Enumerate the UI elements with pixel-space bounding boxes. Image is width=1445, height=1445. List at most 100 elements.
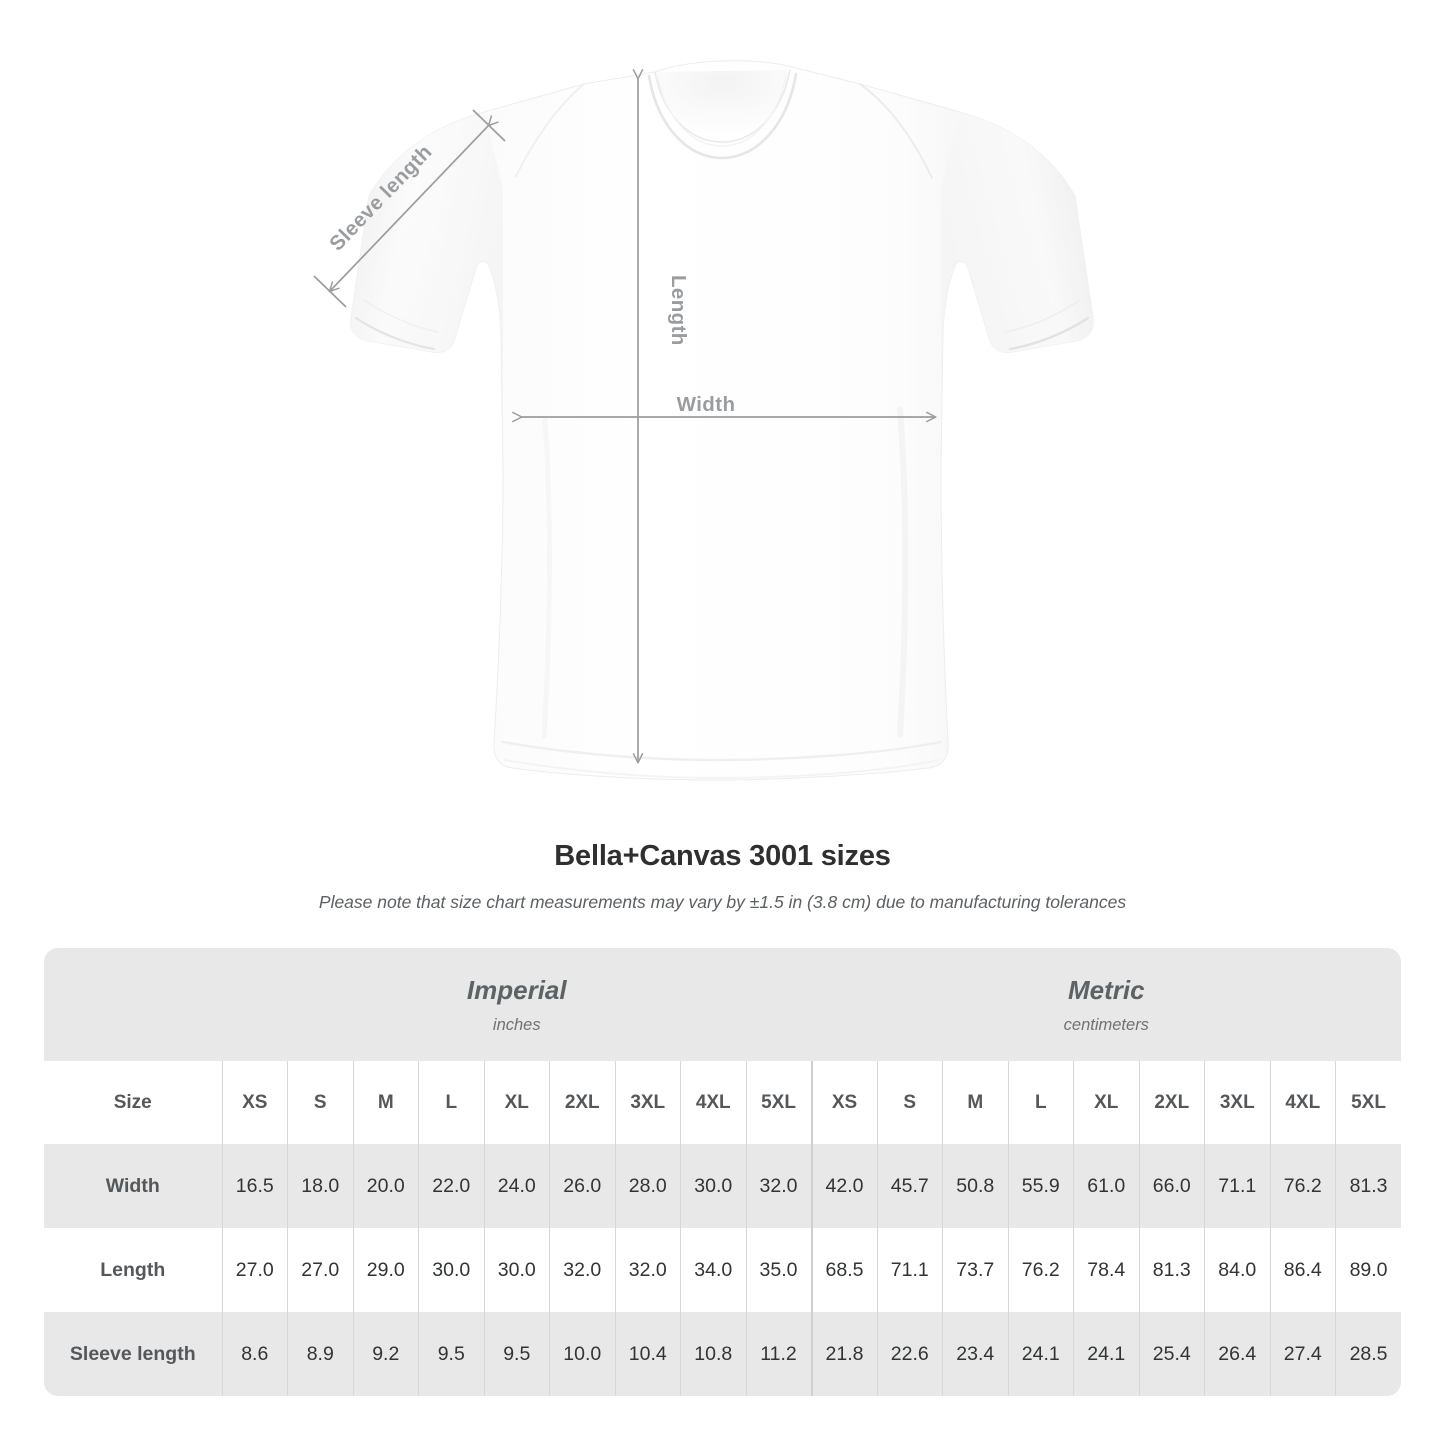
cell-width-metric-xl: 61.0 (1073, 1144, 1140, 1228)
cell-length-imperial-xl: 30.0 (483, 1228, 550, 1312)
size-col-metric-xl: XL (1073, 1061, 1140, 1144)
size-col-imperial-s: S (287, 1061, 353, 1144)
cell-length-metric-s: 71.1 (876, 1228, 943, 1312)
size-col-imperial-xs: XS (221, 1061, 288, 1144)
left-shoulder-seam (515, 83, 585, 177)
unit-spacer-cell (44, 948, 222, 1061)
cell-length-imperial-xs: 27.0 (221, 1228, 288, 1312)
length-label: Length (667, 275, 690, 346)
cell-width-imperial-5xl: 32.0 (745, 1144, 812, 1228)
cell-length-imperial-s: 27.0 (287, 1228, 353, 1312)
table-row: Length 27.0 27.0 29.0 30.0 30.0 32.0 32.… (44, 1228, 1402, 1312)
fabric-fold-right (897, 407, 909, 737)
size-header-row: Size XS S M L XL 2XL 3XL 4XL 5XL XS S M … (44, 1061, 1402, 1144)
size-col-imperial-5xl: 5XL (745, 1061, 812, 1144)
size-col-metric-3xl: 3XL (1204, 1061, 1271, 1144)
cell-width-imperial-xl: 24.0 (483, 1144, 550, 1228)
size-col-imperial-xl: XL (483, 1061, 550, 1144)
size-chart-table-wrap: Imperial inches Metric centimeters Size … (44, 948, 1402, 1396)
cell-width-imperial-s: 18.0 (287, 1144, 353, 1228)
cell-length-metric-4xl: 86.4 (1269, 1228, 1336, 1312)
cell-sleeve-imperial-s: 8.9 (287, 1312, 353, 1396)
cell-length-metric-5xl: 89.0 (1335, 1228, 1402, 1312)
cell-length-imperial-5xl: 35.0 (745, 1228, 812, 1312)
cell-width-metric-l: 55.9 (1007, 1144, 1074, 1228)
cell-sleeve-metric-m: 23.4 (942, 1312, 1009, 1396)
cell-sleeve-imperial-l: 9.5 (418, 1312, 484, 1396)
sleeve-tick-top (472, 109, 506, 142)
measurement-annotations (313, 69, 937, 764)
cell-sleeve-imperial-m: 9.2 (352, 1312, 419, 1396)
tolerance-note: Please note that size chart measurements… (318, 892, 1127, 912)
width-label: Width (677, 393, 736, 416)
cell-width-imperial-2xl: 26.0 (549, 1144, 615, 1228)
cell-width-metric-xs: 42.0 (810, 1144, 878, 1228)
page-title: Bella+Canvas 3001 sizes (554, 840, 891, 872)
right-sleeve-hem-inner (1005, 299, 1081, 333)
cell-sleeve-metric-l: 24.1 (1007, 1312, 1074, 1396)
cell-width-imperial-4xl: 30.0 (680, 1144, 746, 1228)
cell-sleeve-metric-s: 22.6 (876, 1312, 943, 1396)
cell-width-metric-2xl: 66.0 (1138, 1144, 1205, 1228)
left-sleeve-hem (354, 316, 436, 351)
cell-sleeve-metric-xs: 21.8 (810, 1312, 878, 1396)
cell-length-metric-xl: 78.4 (1073, 1228, 1140, 1312)
unit-group-imperial-sub: inches (492, 1015, 541, 1034)
cell-sleeve-metric-3xl: 26.4 (1204, 1312, 1271, 1396)
cell-length-metric-3xl: 84.0 (1204, 1228, 1271, 1312)
cell-width-imperial-xs: 16.5 (221, 1144, 288, 1228)
cell-width-metric-4xl: 76.2 (1269, 1144, 1336, 1228)
cell-length-metric-2xl: 81.3 (1138, 1228, 1205, 1312)
size-col-metric-2xl: 2XL (1138, 1061, 1205, 1144)
size-col-metric-4xl: 4XL (1269, 1061, 1336, 1144)
table-row: Sleeve length 8.6 8.9 9.2 9.5 9.5 10.0 1… (44, 1312, 1402, 1396)
size-col-imperial-3xl: 3XL (614, 1061, 681, 1144)
tshirt-right-sleeve (941, 112, 1094, 400)
right-shoulder-seam (859, 83, 933, 179)
cell-width-imperial-m: 20.0 (352, 1144, 419, 1228)
sleeve-tick-bottom (313, 275, 347, 308)
cell-sleeve-metric-5xl: 28.5 (1335, 1312, 1402, 1396)
size-col-imperial-m: M (352, 1061, 419, 1144)
size-col-metric-5xl: 5XL (1335, 1061, 1402, 1144)
size-header-label: Size (44, 1061, 222, 1144)
bottom-hem-shadow (504, 759, 940, 780)
cell-width-metric-s: 45.7 (876, 1144, 943, 1228)
cell-sleeve-imperial-4xl: 10.8 (680, 1312, 746, 1396)
cell-sleeve-metric-2xl: 25.4 (1138, 1312, 1205, 1396)
cell-width-metric-m: 50.8 (942, 1144, 1009, 1228)
size-col-imperial-2xl: 2XL (549, 1061, 615, 1144)
table-row: Width 16.5 18.0 20.0 22.0 24.0 26.0 28.0… (44, 1144, 1402, 1228)
cell-length-imperial-l: 30.0 (418, 1228, 484, 1312)
bottom-hem (501, 740, 943, 762)
cell-length-imperial-m: 29.0 (352, 1228, 419, 1312)
size-col-imperial-4xl: 4XL (680, 1061, 746, 1144)
cell-length-imperial-4xl: 34.0 (680, 1228, 746, 1312)
cell-width-metric-5xl: 81.3 (1335, 1144, 1402, 1228)
unit-group-imperial-name: Imperial (466, 974, 567, 1005)
right-sleeve-hem (1008, 316, 1090, 351)
cell-sleeve-imperial-xl: 9.5 (483, 1312, 550, 1396)
cell-sleeve-imperial-3xl: 10.4 (614, 1312, 681, 1396)
size-col-metric-l: L (1007, 1061, 1074, 1144)
tshirt-illustration (350, 60, 1094, 781)
cell-length-imperial-2xl: 32.0 (549, 1228, 615, 1312)
cell-width-imperial-3xl: 28.0 (614, 1144, 681, 1228)
cell-sleeve-imperial-xs: 8.6 (221, 1312, 288, 1396)
row-label-width: Width (44, 1144, 222, 1228)
unit-group-metric-name: Metric (1068, 974, 1145, 1005)
size-col-metric-s: S (876, 1061, 943, 1144)
tshirt-measurement-diagram: Length Width Sleeve length (313, 60, 1094, 781)
cell-length-metric-l: 76.2 (1007, 1228, 1074, 1312)
unit-group-row: Imperial inches Metric centimeters (44, 948, 1402, 1061)
size-col-imperial-l: L (418, 1061, 484, 1144)
neck-rib-inner (657, 75, 787, 147)
size-chart-table: Imperial inches Metric centimeters Size … (44, 948, 1402, 1396)
fabric-fold-left (541, 417, 552, 739)
sleeve-length-dimension-arrow (313, 109, 506, 308)
cell-length-metric-xs: 68.5 (810, 1228, 878, 1312)
cell-sleeve-metric-xl: 24.1 (1073, 1312, 1140, 1396)
unit-group-metric-sub: centimeters (1063, 1015, 1149, 1034)
row-label-sleeve-length: Sleeve length (44, 1312, 222, 1396)
left-sleeve-hem-inner (363, 299, 439, 333)
